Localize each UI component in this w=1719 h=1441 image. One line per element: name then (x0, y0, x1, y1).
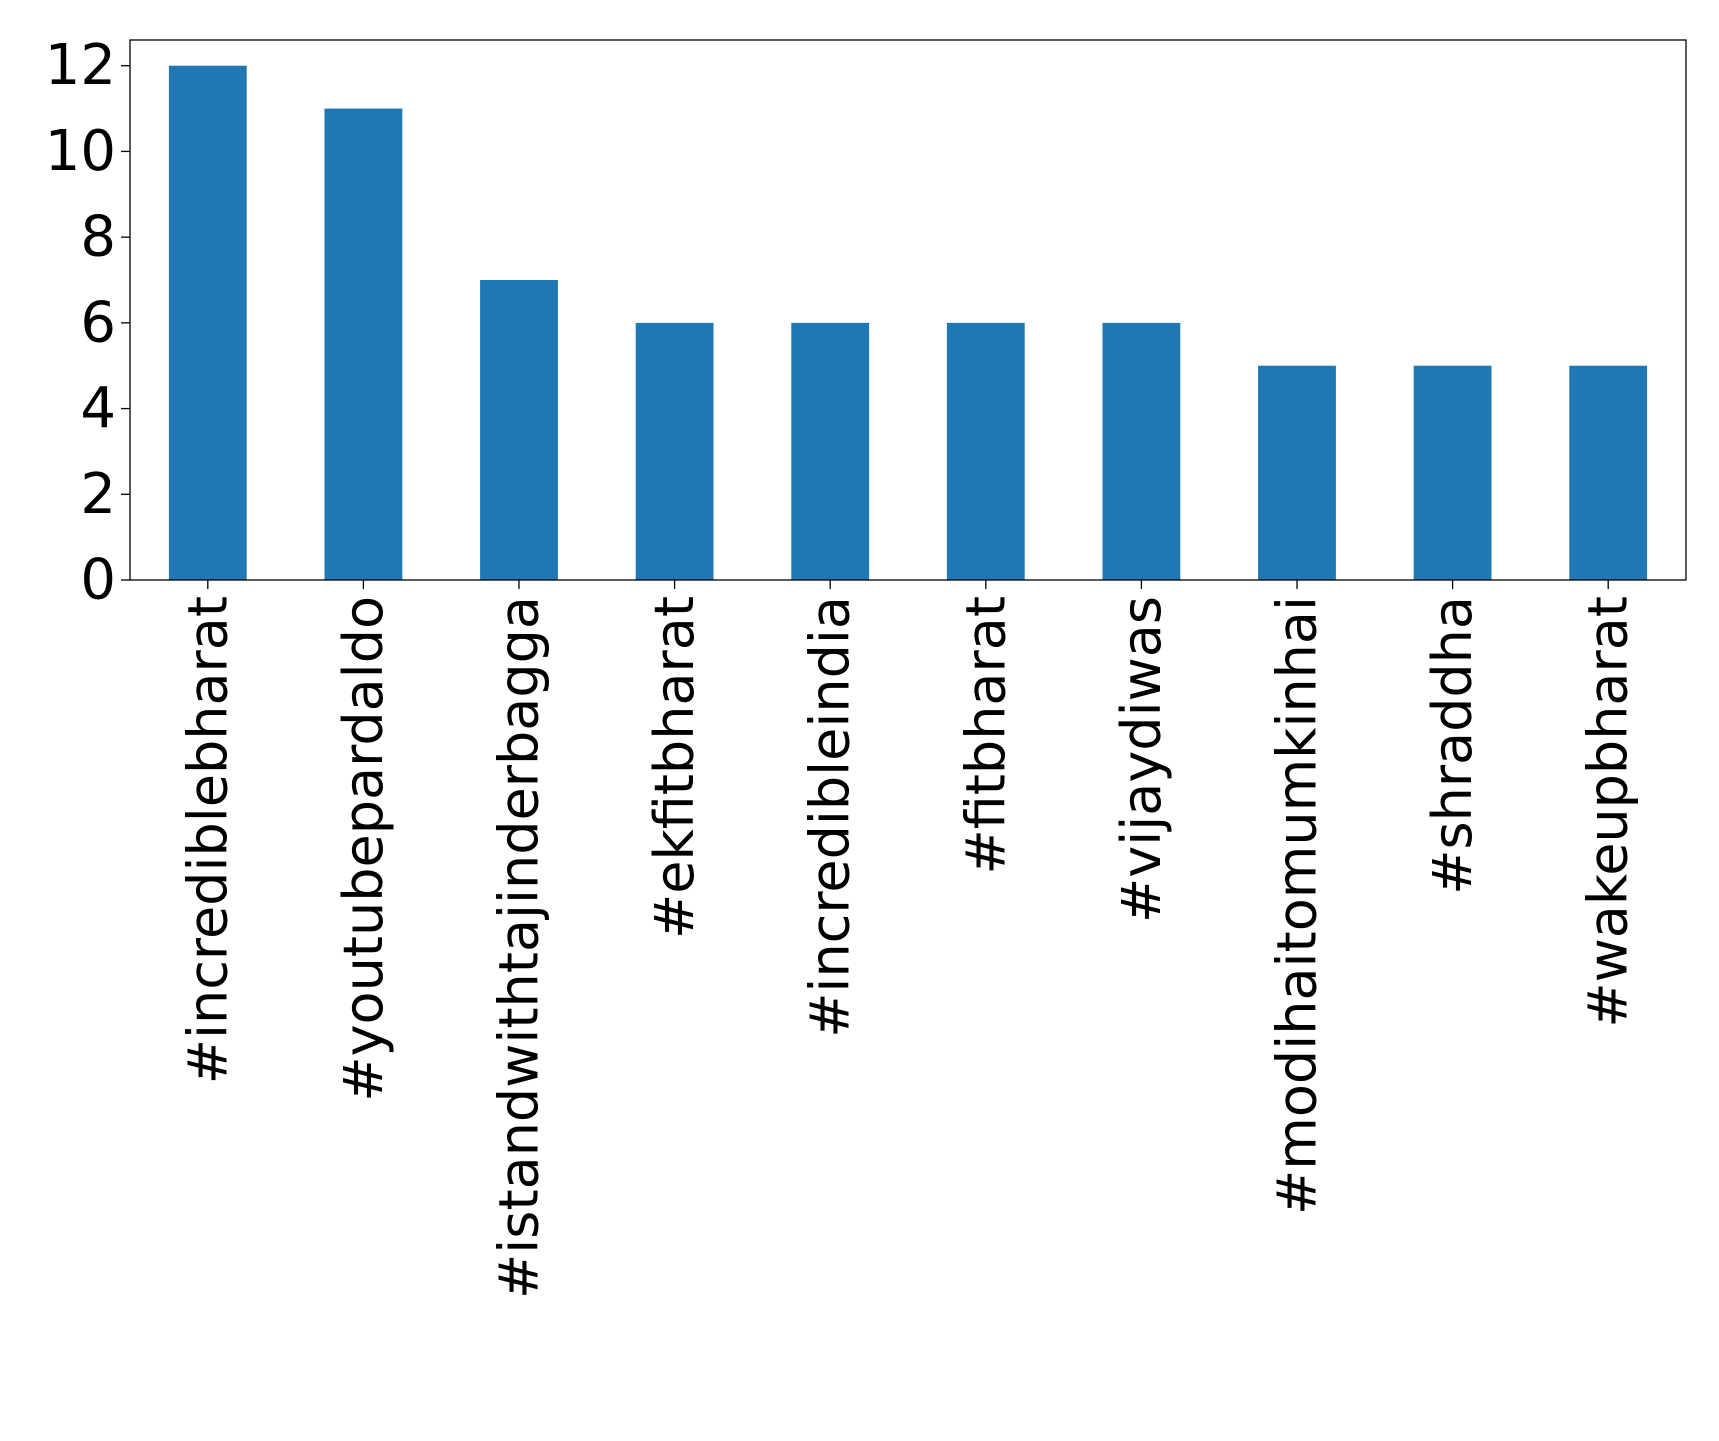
x-tick-label: #incrediblebharat (176, 596, 239, 1084)
y-tick-label: 10 (45, 119, 116, 184)
x-tick-label: #shraddha (1421, 596, 1484, 895)
x-tick-label: #fitbharat (954, 596, 1017, 875)
bar-incrediblebharat (168, 65, 247, 580)
y-tick-label: 2 (80, 462, 116, 527)
bar-shraddha (1413, 365, 1492, 580)
bar-youtubepardaldo (324, 108, 403, 581)
x-axis: #incrediblebharat #youtubepardaldo #istand… (176, 580, 1640, 1299)
y-axis: 0 2 4 6 8 10 12 (45, 33, 130, 613)
y-tick-label: 12 (45, 33, 116, 98)
y-tick-label: 0 (80, 548, 116, 613)
bars-group (168, 65, 1648, 581)
y-tick-label: 8 (80, 205, 116, 270)
x-tick-label: #vijaydiwas (1110, 596, 1173, 923)
bar-vijaydiwas (1102, 322, 1181, 580)
plot-frame (129, 39, 1687, 581)
y-tick-label: 6 (80, 290, 116, 355)
x-tick-label: #modihaitomumkinhai (1266, 596, 1329, 1215)
bar-incredibleindia (791, 322, 870, 580)
bar-fitbharat (946, 322, 1025, 580)
bar-ekfitbharat (635, 322, 714, 580)
bar-modihaitomumkinhai (1258, 365, 1336, 580)
x-tick-label: #istandwithtajinderbagga (488, 596, 551, 1299)
x-tick-label: #wakeupbharat (1577, 596, 1640, 1028)
bar-wakeupbharat (1569, 365, 1648, 580)
y-tick-label: 4 (80, 376, 116, 441)
x-tick-label: #ekfitbharat (643, 596, 706, 939)
x-tick-label: #youtubepardaldo (332, 596, 395, 1102)
bar-istandwithtajinderbagga (480, 280, 558, 580)
x-tick-label: #incredibleindia (799, 596, 862, 1038)
